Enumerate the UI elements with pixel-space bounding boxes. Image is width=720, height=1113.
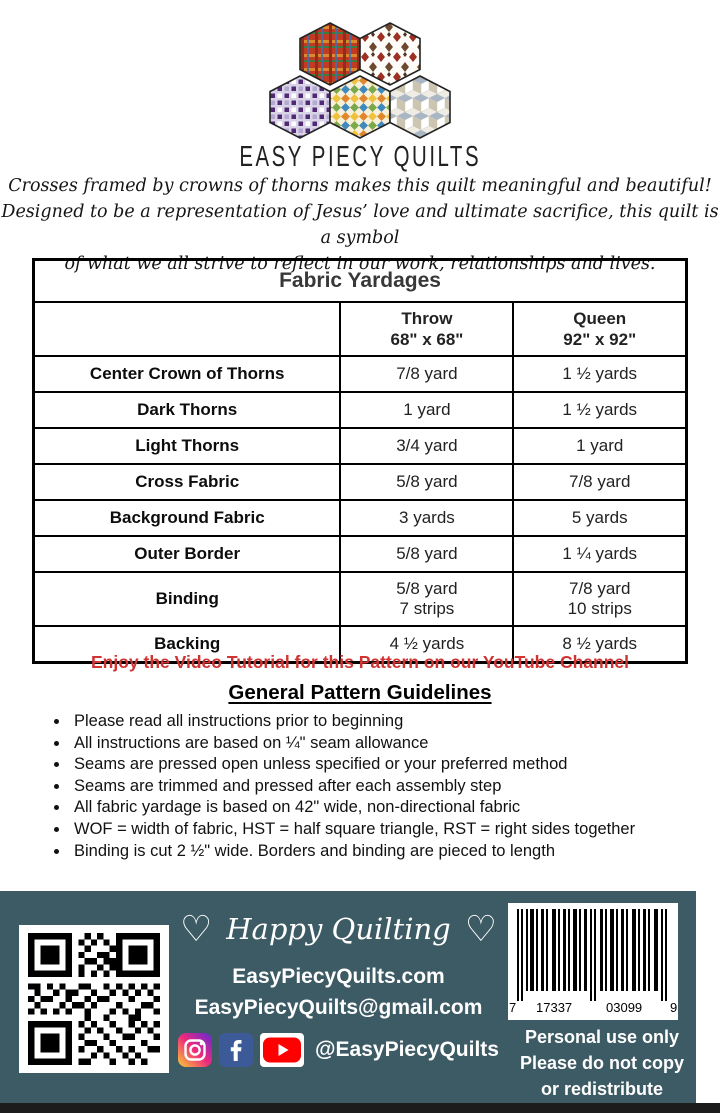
facebook-icon <box>219 1033 254 1067</box>
list-item: All instructions are based on ¼" seam al… <box>70 733 702 755</box>
intro-line: Crosses framed by crowns of thorns makes… <box>8 176 712 196</box>
guidelines-list: Please read all instructions prior to be… <box>48 711 702 862</box>
tagline-row: ♡ Happy Quilting ♡ <box>169 909 508 949</box>
argyle-hexagon <box>359 22 421 86</box>
list-item: All fabric yardage is based on 42" wide,… <box>70 797 702 819</box>
email-text: EasyPiecyQuilts@gmail.com <box>194 996 483 1019</box>
qr-code <box>19 925 169 1073</box>
table-row: Outer Border 5/8 yard 1 ¼ yards <box>32 535 688 573</box>
hexagon-quilt-logo-icon <box>269 22 451 139</box>
list-item: Seams are trimmed and pressed after each… <box>70 776 702 798</box>
barcode-digit: 7 <box>509 1000 516 1015</box>
table-title: Fabric Yardages <box>32 258 688 303</box>
list-item: Please read all instructions prior to be… <box>70 711 702 733</box>
website-text: EasyPiecyQuilts.com <box>232 965 445 988</box>
bottom-edge-bar <box>0 1103 720 1113</box>
diamond-hexagon <box>329 75 391 139</box>
barcode-digit: 9 <box>670 1000 677 1015</box>
heart-icon: ♡ <box>464 908 498 949</box>
cube-hexagon <box>389 75 451 139</box>
page-margin <box>696 891 720 1103</box>
plaid-hexagon <box>299 22 361 86</box>
guidelines-title: General Pattern Guidelines <box>228 681 492 704</box>
footer-right: 7 17337 03099 9 Personal use only Please… <box>508 891 696 1102</box>
table-row: Dark Thorns 1 yard 1 ½ yards <box>32 391 688 429</box>
fabric-yardages-table: Fabric Yardages Throw 68" x 68" Queen 92… <box>32 258 688 664</box>
list-item: Seams are pressed open unless specified … <box>70 754 702 776</box>
notice-line: Personal use only <box>524 1027 680 1047</box>
list-item: WOF = width of fabric, HST = half square… <box>70 819 702 841</box>
barcode-digits: 17337 <box>536 1000 572 1015</box>
footer-center: ♡ Happy Quilting ♡ EasyPiecyQuilts.com E… <box>169 891 508 1067</box>
footer: ♡ Happy Quilting ♡ EasyPiecyQuilts.com E… <box>0 891 696 1103</box>
purple-check-hexagon <box>269 75 331 139</box>
table-title-row: Fabric Yardages <box>32 258 688 303</box>
table-row: Light Thorns 3/4 yard 1 yard <box>32 427 688 465</box>
notice-line: or redistribute <box>540 1079 664 1099</box>
table-row: Backing 4 ½ yards 8 ½ yards <box>32 625 688 664</box>
barcode-icon: 7 17337 03099 9 <box>508 903 678 1020</box>
instagram-icon <box>178 1033 213 1067</box>
social-row: @EasyPiecyQuilts <box>169 1033 508 1067</box>
table-row: Center Crown of Thorns 7/8 yard 1 ½ yard… <box>32 355 688 393</box>
youtube-promo-text: Enjoy the Video Tutorial for this Patter… <box>91 652 629 672</box>
intro-line: Designed to be a representation of Jesus… <box>1 202 719 248</box>
table-row: Cross Fabric 5/8 yard 7/8 yard <box>32 463 688 501</box>
qr-code-icon <box>28 933 160 1065</box>
notice-line: Please do not copy <box>519 1053 685 1073</box>
youtube-icon <box>260 1033 305 1067</box>
table-header-row: Throw 68" x 68" Queen 92" x 92" <box>32 301 688 357</box>
empty-header-cell <box>32 301 342 357</box>
barcode-digits: 03099 <box>606 1000 642 1015</box>
social-handle-text: @EasyPiecyQuilts <box>315 1038 499 1061</box>
queen-column-header: Queen 92" x 92" <box>512 301 688 357</box>
throw-column-header: Throw 68" x 68" <box>339 301 515 357</box>
list-item: Binding is cut 2 ½" wide. Borders and bi… <box>70 841 702 863</box>
table-row: Binding 5/8 yard 7 strips 7/8 yard 10 st… <box>32 571 688 627</box>
heart-icon: ♡ <box>179 908 213 949</box>
logo: EASY PIECY QUILTS <box>0 22 720 173</box>
brand-name: EASY PIECY QUILTS <box>239 141 481 173</box>
table-row: Background Fabric 3 yards 5 yards <box>32 499 688 537</box>
usage-notice: Personal use only Please do not copy or … <box>508 1024 696 1102</box>
tagline-text: Happy Quilting <box>226 912 451 946</box>
